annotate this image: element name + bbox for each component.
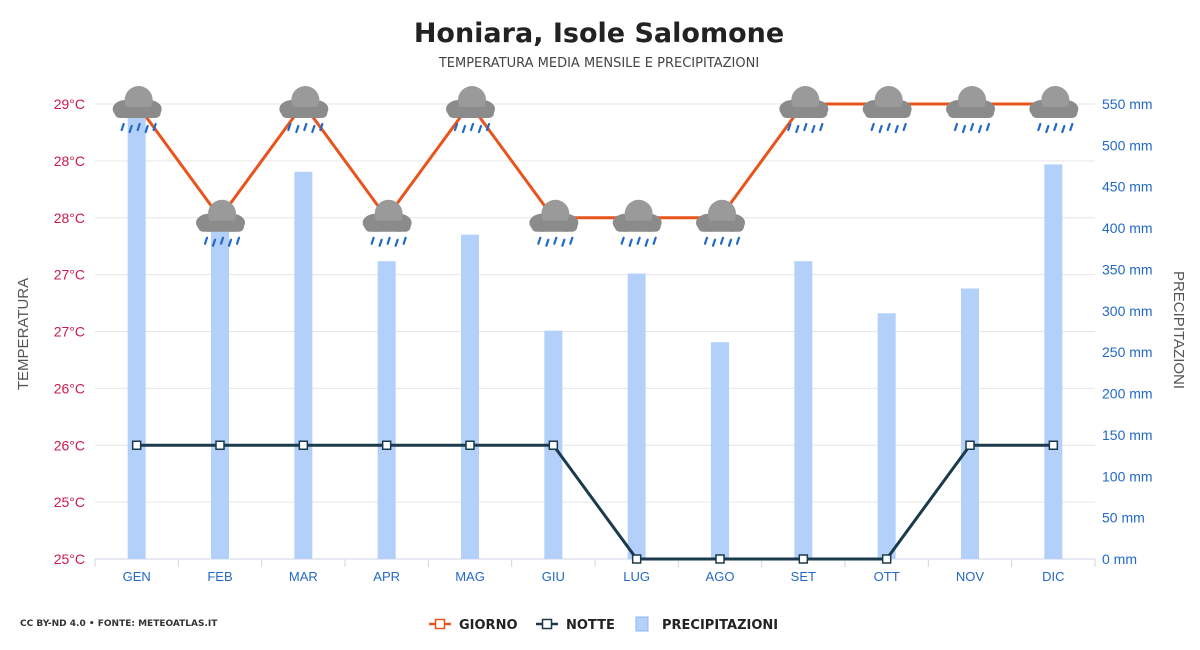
temperature-lines [131,102,1059,564]
right-axis-ticks: 0 mm 50 mm 100 mm 150 mm 200 mm 250 mm 300 mm 3… [1102,96,1153,567]
rain-cloud-icon [861,84,913,134]
x-tick-label: NOV [956,569,985,584]
notte-point[interactable] [548,440,559,450]
precipitation-bar[interactable] [294,171,313,559]
rain-cloud-icon [944,84,997,134]
precipitation-bar[interactable] [627,273,646,559]
source-credit: CC BY-ND 4.0 • FONTE: METEOATLAS.IT [20,619,218,629]
right-tick-label: 50 mm [1102,510,1145,526]
legend-item-precipitazioni[interactable]: PRECIPITAZIONI [635,616,778,633]
legend-label-precipitazioni: PRECIPITAZIONI [662,618,778,633]
left-tick-label: 28°C [54,153,85,169]
notte-marker-icon [541,618,553,630]
x-axis-ticks: GEN FEB MAR APR MAG GIU LUG AGO SET OTT NOV DIC [123,569,1065,584]
gridlines [94,103,1096,567]
left-tick-label: 28°C [54,210,85,226]
legend-item-notte[interactable]: NOTTE [536,618,615,633]
chart-subtitle: TEMPERATURA MEDIA MENSILE E PRECIPITAZIO… [438,56,759,71]
rain-cloud-icon [1028,84,1080,134]
notte-point[interactable] [381,440,392,450]
left-tick-label: 25°C [54,494,85,510]
chart-title: Honiara, Isole Salomone [414,18,784,49]
x-tick-label: APR [373,569,400,584]
x-tick-label: DIC [1042,569,1064,584]
precipitation-swatch-icon [635,616,649,632]
x-tick-label: MAG [455,569,485,584]
rain-cloud-icon [694,198,747,247]
right-tick-label: 550 mm [1102,96,1153,112]
legend: GIORNO NOTTE PRECIPITAZIONI [429,616,778,633]
x-tick-label: MAR [289,569,318,584]
right-tick-label: 200 mm [1102,386,1153,402]
precipitation-bar[interactable] [211,228,229,559]
left-axis-ticks: 25°C 25°C 26°C 26°C 27°C 27°C 28°C 28°C 29°C [54,96,85,567]
legend-label-notte: NOTTE [566,618,615,633]
x-tick-label: GEN [123,569,151,584]
left-tick-label: 27°C [54,324,85,340]
left-tick-label: 27°C [54,267,85,283]
right-tick-label: 350 mm [1102,261,1153,277]
precipitation-bar[interactable] [877,313,896,559]
right-tick-label: 250 mm [1102,344,1153,360]
rain-cloud-icon [361,198,413,247]
right-tick-label: 100 mm [1102,468,1153,484]
precipitation-bar[interactable] [1044,164,1063,559]
notte-point[interactable] [131,440,142,450]
giorno-marker-icon [434,618,446,630]
notte-point[interactable] [298,440,309,450]
x-tick-label: GIU [542,569,565,584]
right-tick-label: 150 mm [1102,427,1153,443]
notte-point[interactable] [215,440,225,450]
notte-point[interactable] [798,554,809,564]
precipitation-bar[interactable] [711,342,729,559]
left-tick-label: 26°C [54,437,85,453]
x-tick-label: FEB [207,569,232,584]
precipitation-bar[interactable] [794,261,813,559]
x-tick-label: LUG [623,569,650,584]
right-tick-label: 300 mm [1102,303,1153,319]
right-tick-label: 450 mm [1102,179,1153,195]
notte-point[interactable] [465,440,475,450]
rain-cloud-icon [528,198,580,247]
right-tick-label: 400 mm [1102,220,1153,236]
notte-line [136,443,1054,561]
notte-point[interactable] [715,554,725,564]
x-tick-label: AGO [706,569,735,584]
notte-point[interactable] [631,554,642,564]
right-axis-title: PRECIPITAZIONI [1170,271,1187,389]
rain-cloud-icon [611,198,663,247]
right-tick-label: 0 mm [1102,551,1137,567]
precipitation-bar[interactable] [961,288,979,559]
notte-point[interactable] [1048,440,1059,450]
x-tick-label: SET [791,569,816,584]
right-tick-label: 500 mm [1102,137,1153,153]
notte-point[interactable] [965,440,975,450]
legend-label-giorno: GIORNO [459,618,518,633]
precipitation-bars [127,108,1063,560]
precipitation-bar[interactable] [377,261,396,559]
left-tick-label: 29°C [54,96,85,112]
left-axis-title: TEMPERATURA [15,278,32,390]
precipitation-bar[interactable] [127,108,146,560]
notte-point[interactable] [881,554,892,564]
legend-item-giorno[interactable]: GIORNO [429,618,518,633]
left-tick-label: 25°C [54,551,85,567]
x-tick-label: OTT [874,569,900,584]
precipitation-bar[interactable] [461,234,479,559]
left-tick-label: 26°C [54,380,85,396]
